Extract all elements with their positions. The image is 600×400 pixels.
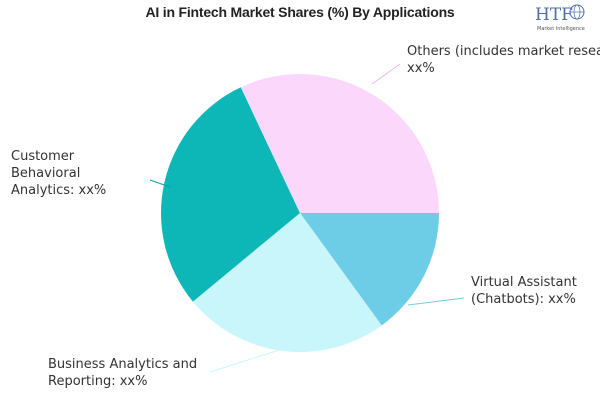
leader-line	[149, 179, 171, 188]
leader-line	[209, 345, 293, 373]
globe-icon	[569, 4, 585, 20]
pie-slice	[240, 74, 439, 213]
slice-label: Customer Behavioral Analytics: xx%	[11, 149, 106, 198]
pie-slice	[192, 213, 382, 352]
htf-logo: HTF Market Intelligence	[535, 4, 585, 32]
pie-slice	[300, 213, 439, 326]
chart-title: AI in Fintech Market Shares (%) By Appli…	[145, 4, 455, 20]
slice-label: Others (includes market research:xx%	[407, 44, 600, 76]
slice-label: Virtual Assistant (Chatbots): xx%	[471, 275, 577, 307]
logo-subtext: Market Intelligence	[537, 26, 585, 32]
logo-text: HTF	[535, 5, 573, 25]
slice-label: Business Analytics and Reporting: xx%	[48, 357, 197, 389]
leader-line	[407, 297, 465, 306]
leader-line	[371, 63, 401, 85]
pie-slice	[161, 87, 300, 302]
